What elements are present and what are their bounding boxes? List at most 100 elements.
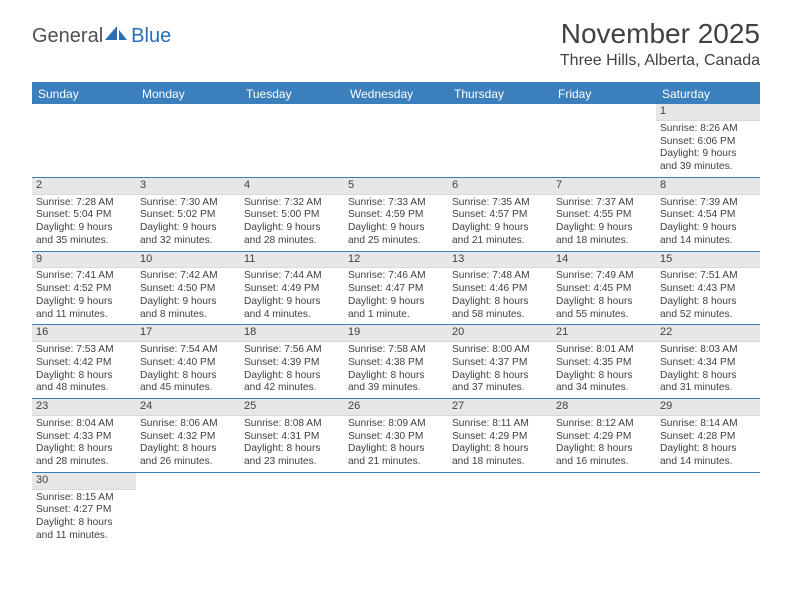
day-cell: 29Sunrise: 8:14 AMSunset: 4:28 PMDayligh… [656, 399, 760, 472]
daylight-text-2: and 18 minutes. [452, 456, 548, 469]
day-number: 30 [32, 473, 136, 490]
day-body: Sunrise: 7:58 AMSunset: 4:38 PMDaylight:… [344, 342, 448, 398]
sunrise-text: Sunrise: 7:39 AM [660, 197, 756, 210]
day-number: 10 [136, 252, 240, 269]
day-cell: 15Sunrise: 7:51 AMSunset: 4:43 PMDayligh… [656, 252, 760, 325]
sunrise-text: Sunrise: 7:44 AM [244, 270, 340, 283]
day-number: 18 [240, 325, 344, 342]
sunrise-text: Sunrise: 8:15 AM [36, 492, 132, 505]
day-body: Sunrise: 8:03 AMSunset: 4:34 PMDaylight:… [656, 342, 760, 398]
day-body: Sunrise: 7:48 AMSunset: 4:46 PMDaylight:… [448, 268, 552, 324]
sunrise-text: Sunrise: 7:30 AM [140, 197, 236, 210]
daylight-text-2: and 28 minutes. [36, 456, 132, 469]
daylight-text-2: and 58 minutes. [452, 309, 548, 322]
day-body: Sunrise: 7:37 AMSunset: 4:55 PMDaylight:… [552, 195, 656, 251]
sail-icon [103, 24, 129, 42]
day-cell [448, 473, 552, 546]
sunset-text: Sunset: 4:40 PM [140, 357, 236, 370]
sunset-text: Sunset: 6:06 PM [660, 136, 756, 149]
day-cell: 27Sunrise: 8:11 AMSunset: 4:29 PMDayligh… [448, 399, 552, 472]
daylight-text: Daylight: 9 hours [660, 222, 756, 235]
day-cell: 14Sunrise: 7:49 AMSunset: 4:45 PMDayligh… [552, 252, 656, 325]
day-body: Sunrise: 7:53 AMSunset: 4:42 PMDaylight:… [32, 342, 136, 398]
sunrise-text: Sunrise: 8:09 AM [348, 418, 444, 431]
day-cell [136, 473, 240, 546]
week-row: 23Sunrise: 8:04 AMSunset: 4:33 PMDayligh… [32, 399, 760, 473]
sunrise-text: Sunrise: 7:37 AM [556, 197, 652, 210]
day-number: 26 [344, 399, 448, 416]
daylight-text-2: and 8 minutes. [140, 309, 236, 322]
day-cell: 11Sunrise: 7:44 AMSunset: 4:49 PMDayligh… [240, 252, 344, 325]
day-body: Sunrise: 7:56 AMSunset: 4:39 PMDaylight:… [240, 342, 344, 398]
logo-text-accent: Blue [131, 25, 171, 48]
day-number: 13 [448, 252, 552, 269]
day-body: Sunrise: 7:39 AMSunset: 4:54 PMDaylight:… [656, 195, 760, 251]
daylight-text-2: and 26 minutes. [140, 456, 236, 469]
daylight-text: Daylight: 8 hours [452, 370, 548, 383]
daylight-text-2: and 21 minutes. [452, 235, 548, 248]
day-cell: 9Sunrise: 7:41 AMSunset: 4:52 PMDaylight… [32, 252, 136, 325]
sunrise-text: Sunrise: 7:41 AM [36, 270, 132, 283]
sunrise-text: Sunrise: 8:03 AM [660, 344, 756, 357]
day-cell [136, 104, 240, 177]
sunset-text: Sunset: 4:42 PM [36, 357, 132, 370]
sunrise-text: Sunrise: 7:42 AM [140, 270, 236, 283]
sunset-text: Sunset: 5:04 PM [36, 209, 132, 222]
day-body: Sunrise: 8:26 AMSunset: 6:06 PMDaylight:… [656, 121, 760, 177]
day-cell: 24Sunrise: 8:06 AMSunset: 4:32 PMDayligh… [136, 399, 240, 472]
sunset-text: Sunset: 4:28 PM [660, 431, 756, 444]
day-body: Sunrise: 8:12 AMSunset: 4:29 PMDaylight:… [552, 416, 656, 472]
daylight-text-2: and 1 minute. [348, 309, 444, 322]
day-header: Saturday [656, 84, 760, 104]
daylight-text-2: and 11 minutes. [36, 309, 132, 322]
daylight-text: Daylight: 8 hours [660, 443, 756, 456]
daylight-text: Daylight: 8 hours [556, 370, 652, 383]
sunrise-text: Sunrise: 7:53 AM [36, 344, 132, 357]
daylight-text: Daylight: 8 hours [660, 370, 756, 383]
day-number: 25 [240, 399, 344, 416]
sunset-text: Sunset: 4:54 PM [660, 209, 756, 222]
daylight-text-2: and 18 minutes. [556, 235, 652, 248]
day-number: 20 [448, 325, 552, 342]
day-cell [552, 473, 656, 546]
day-cell: 21Sunrise: 8:01 AMSunset: 4:35 PMDayligh… [552, 325, 656, 398]
day-cell: 2Sunrise: 7:28 AMSunset: 5:04 PMDaylight… [32, 178, 136, 251]
day-body: Sunrise: 8:14 AMSunset: 4:28 PMDaylight:… [656, 416, 760, 472]
day-header-row: SundayMondayTuesdayWednesdayThursdayFrid… [32, 84, 760, 104]
sunset-text: Sunset: 4:31 PM [244, 431, 340, 444]
sunrise-text: Sunrise: 8:14 AM [660, 418, 756, 431]
day-body: Sunrise: 7:35 AMSunset: 4:57 PMDaylight:… [448, 195, 552, 251]
day-body: Sunrise: 7:28 AMSunset: 5:04 PMDaylight:… [32, 195, 136, 251]
day-cell: 6Sunrise: 7:35 AMSunset: 4:57 PMDaylight… [448, 178, 552, 251]
sunrise-text: Sunrise: 7:51 AM [660, 270, 756, 283]
day-cell: 8Sunrise: 7:39 AMSunset: 4:54 PMDaylight… [656, 178, 760, 251]
daylight-text: Daylight: 9 hours [140, 296, 236, 309]
day-cell: 30Sunrise: 8:15 AMSunset: 4:27 PMDayligh… [32, 473, 136, 546]
header: General Blue November 2025 Three Hills, … [0, 0, 792, 76]
daylight-text-2: and 32 minutes. [140, 235, 236, 248]
day-number: 28 [552, 399, 656, 416]
sunset-text: Sunset: 4:52 PM [36, 283, 132, 296]
daylight-text: Daylight: 8 hours [556, 296, 652, 309]
sunrise-text: Sunrise: 7:54 AM [140, 344, 236, 357]
day-body: Sunrise: 7:42 AMSunset: 4:50 PMDaylight:… [136, 268, 240, 324]
daylight-text-2: and 39 minutes. [660, 161, 756, 174]
sunrise-text: Sunrise: 8:00 AM [452, 344, 548, 357]
sunrise-text: Sunrise: 7:49 AM [556, 270, 652, 283]
daylight-text-2: and 31 minutes. [660, 382, 756, 395]
day-number: 29 [656, 399, 760, 416]
day-number: 19 [344, 325, 448, 342]
day-number: 7 [552, 178, 656, 195]
daylight-text-2: and 34 minutes. [556, 382, 652, 395]
day-cell [344, 473, 448, 546]
sunrise-text: Sunrise: 8:01 AM [556, 344, 652, 357]
daylight-text-2: and 42 minutes. [244, 382, 340, 395]
day-number: 11 [240, 252, 344, 269]
week-row: 30Sunrise: 8:15 AMSunset: 4:27 PMDayligh… [32, 473, 760, 546]
day-body: Sunrise: 8:08 AMSunset: 4:31 PMDaylight:… [240, 416, 344, 472]
daylight-text: Daylight: 8 hours [36, 517, 132, 530]
sunrise-text: Sunrise: 8:06 AM [140, 418, 236, 431]
daylight-text-2: and 28 minutes. [244, 235, 340, 248]
sunset-text: Sunset: 4:50 PM [140, 283, 236, 296]
day-cell [344, 104, 448, 177]
